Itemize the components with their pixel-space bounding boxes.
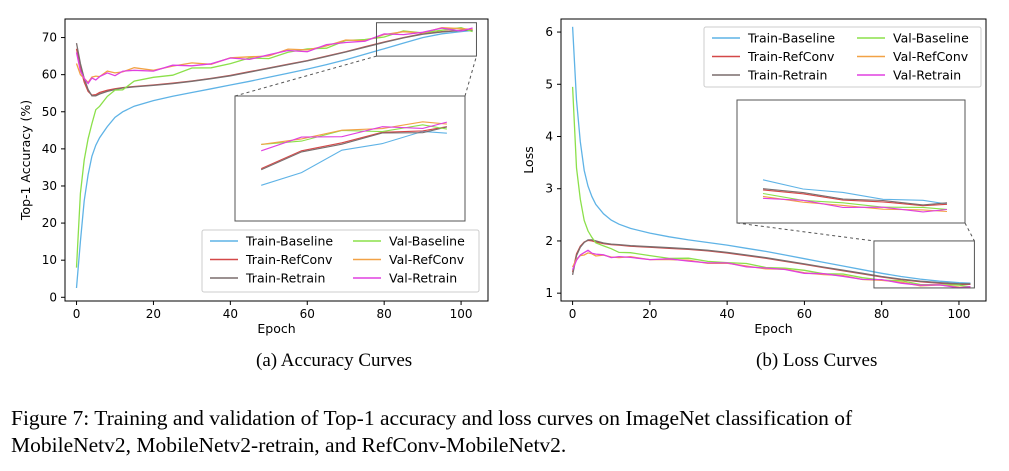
series-line-val-retrain [75, 27, 473, 85]
legend-entry: Val-Retrain [389, 271, 457, 286]
x-tick-label: 80 [874, 307, 889, 321]
y-tick-label: 2 [545, 234, 553, 248]
series-line-val-baseline [75, 27, 473, 268]
chart-subtitle: (a) Accuracy Curves [256, 350, 412, 371]
y-tick-label: 1 [545, 286, 553, 300]
y-tick-label: 0 [49, 290, 57, 304]
legend-entry: Val-Retrain [893, 68, 961, 83]
legend-entry: Train-Retrain [245, 271, 325, 286]
y-tick-label: 6 [545, 25, 553, 39]
series-line-train-baseline [75, 29, 473, 289]
zoom-connector [964, 222, 975, 242]
plot-frame [64, 18, 489, 302]
caption-line-1: Figure 7: Training and validation of Top… [11, 406, 853, 430]
legend-entry: Train-Baseline [245, 234, 333, 249]
x-tick-label: 100 [450, 307, 473, 321]
series-line-train-retrain [571, 239, 971, 285]
legend: Train-Baseline Train-RefConv Train-Retrain… [201, 229, 480, 293]
x-tick-label: 40 [719, 307, 734, 321]
series-group [75, 26, 473, 289]
zoom-region [873, 240, 975, 289]
legend-frame [201, 229, 480, 293]
x-tick-label: 80 [377, 307, 392, 321]
plot-frame [560, 18, 987, 302]
y-axis-label: Top-1 Accuracy (%) [18, 100, 33, 221]
legend-entry: Val-Baseline [893, 31, 969, 46]
y-tick-label: 20 [42, 216, 57, 230]
inset-frame [736, 99, 966, 224]
inset-line-train-refconv [260, 126, 447, 170]
legend-entry: Val-RefConv [893, 49, 969, 64]
x-axis-label: Epoch [257, 321, 295, 336]
y-tick-label: 3 [545, 182, 553, 196]
inset-line-val-retrain [261, 121, 448, 152]
inset-line-train-retrain [762, 188, 948, 206]
legend-frame [703, 26, 982, 88]
caption-line-2: MobileNetv2, MobileNetv2-retrain, and Re… [11, 433, 567, 457]
legend-entry: Train-RefConv [747, 49, 835, 64]
legend-entry: Val-RefConv [389, 252, 465, 267]
y-axis-label: Loss [521, 146, 536, 173]
legend-entry: Train-Baseline [747, 31, 835, 46]
y-tick-label: 60 [42, 68, 57, 82]
zoom-connector [464, 55, 477, 97]
inset-line-train-refconv [762, 189, 948, 207]
y-tick-label: 4 [545, 130, 553, 144]
chart-loss: 0 20 40 60 80 100 1 2 3 4 5 6 Epoch Loss Train-Baselin… [521, 18, 987, 371]
zoom-region [375, 22, 477, 57]
y-tick-label: 50 [42, 105, 57, 119]
inset-line-val-baseline [762, 192, 948, 210]
y-tick-label: 30 [42, 179, 57, 193]
legend-entry: Val-Baseline [389, 234, 465, 249]
x-tick-label: 100 [948, 307, 971, 321]
x-tick-label: 60 [797, 307, 812, 321]
series-line-train-refconv [75, 29, 473, 96]
inset-line-train-retrain [260, 126, 448, 171]
x-tick-label: 0 [73, 307, 81, 321]
zoom-connector [234, 55, 377, 97]
x-tick-label: 60 [300, 307, 315, 321]
x-tick-label: 20 [146, 307, 161, 321]
series-line-train-baseline [571, 26, 971, 284]
x-axis-label: Epoch [754, 321, 792, 336]
series-group [571, 26, 971, 289]
x-tick-label: 20 [642, 307, 657, 321]
inset-line-val-baseline [261, 124, 447, 145]
inset-line-train-baseline [762, 179, 948, 205]
legend-entry: Train-RefConv [245, 252, 333, 267]
inset-plot [234, 95, 466, 222]
x-tick-label: 0 [569, 307, 577, 321]
series-line-val-retrain [571, 249, 971, 289]
legend-entry: Train-Retrain [747, 68, 827, 83]
y-tick-label: 70 [42, 31, 57, 45]
y-tick-label: 5 [545, 77, 553, 91]
series-line-train-retrain [75, 29, 473, 97]
zoom-connector [736, 222, 875, 242]
chart-subtitle: (b) Loss Curves [756, 350, 877, 371]
x-tick-label: 40 [223, 307, 238, 321]
y-tick-label: 10 [42, 253, 57, 267]
y-tick-label: 40 [42, 142, 57, 156]
chart-accuracy: 0 20 40 60 80 100 0 10 20 30 40 50 60 70 Epoch Top-1 Ac… [18, 18, 489, 371]
inset-line-val-retrain [762, 197, 948, 213]
legend: Train-Baseline Train-RefConv Train-Retrain… [703, 26, 982, 88]
inset-plot [736, 99, 966, 224]
inset-frame [234, 95, 466, 222]
figure-caption: Figure 7: Training and validation of Top… [11, 405, 1001, 459]
